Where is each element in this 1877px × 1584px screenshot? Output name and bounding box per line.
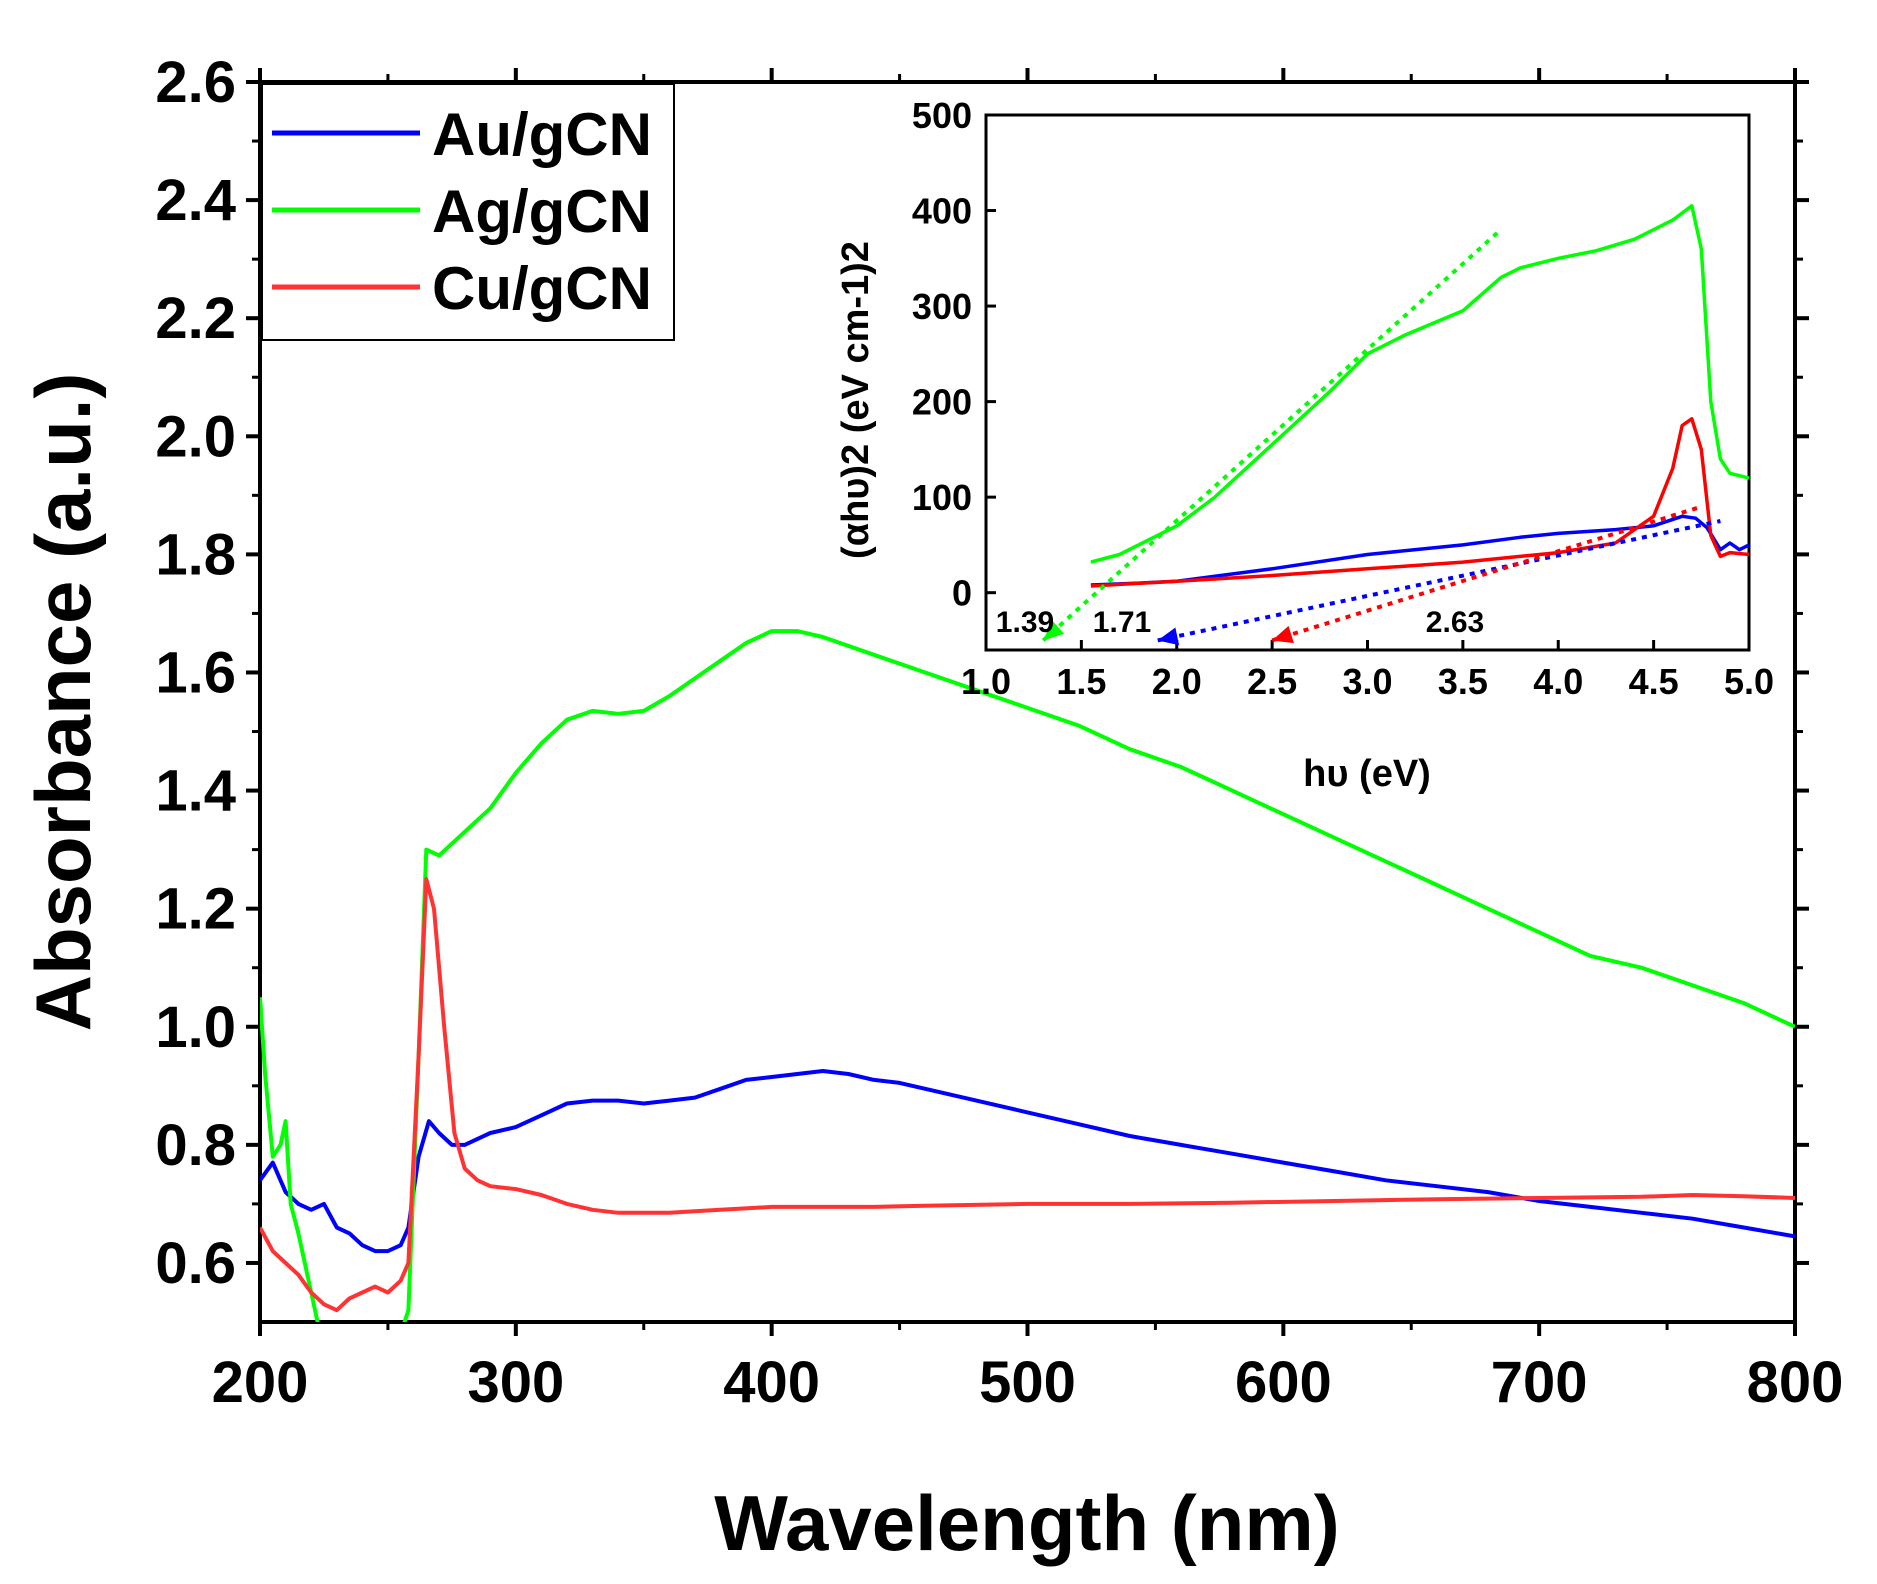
inset-y-tick-label: 400: [912, 191, 972, 232]
y-tick-label: 0.8: [155, 1113, 236, 1178]
y-tick-label: 1.2: [155, 877, 236, 942]
inset-arrowhead: [1272, 625, 1294, 644]
inset-y-tick-labels: 0 100 200 300 400 500: [912, 95, 972, 614]
inset-x-tick-label: 2.5: [1247, 661, 1297, 702]
inset-x-tick-label: 5.0: [1724, 661, 1774, 702]
inset-plot-frame: [984, 113, 1751, 652]
inset-x-tick-label: 3.5: [1438, 661, 1488, 702]
x-tick-label: 800: [1747, 1350, 1844, 1415]
inset-y-tick-label: 200: [912, 382, 972, 423]
inset-x-tick-label: 2.0: [1152, 661, 1202, 702]
y-tick-label: 1.0: [155, 995, 236, 1060]
main-series-group: [260, 629, 1795, 1322]
inset-y-tick-label: 100: [912, 477, 972, 518]
x-tick-label: 300: [467, 1350, 564, 1415]
inset-series-line: [1090, 514, 1749, 587]
main-axis-ticks: [246, 68, 1809, 1336]
y-tick-label: 2.6: [155, 50, 236, 115]
inset-annotations: 1.39 1.71 2.63: [996, 606, 1484, 639]
inset-arrowhead: [1157, 627, 1180, 646]
inset-x-tick-label: 4.0: [1533, 661, 1583, 702]
y-tick-label: 1.4: [155, 759, 236, 824]
y-tick-label: 2.4: [155, 168, 236, 233]
inset-bandgap-label: 1.71: [1093, 606, 1151, 639]
legend-label: Ag/gCN: [432, 178, 652, 245]
x-tick-label: 600: [1235, 1350, 1332, 1415]
inset-arrowhead: [1043, 620, 1065, 641]
legend: Au/gCN Ag/gCN Cu/gCN: [261, 83, 675, 341]
inset-y-axis-label: (αhυ)2 (eV cm-1)2: [835, 241, 877, 559]
main-x-tick-labels: 200 300 400 500 600 700 800: [212, 1350, 1844, 1415]
inset-fit-line: [1157, 519, 1721, 643]
inset-series-group: [1041, 204, 1749, 646]
y-tick-label: 2.0: [155, 404, 236, 469]
inset-series-line: [1090, 204, 1749, 564]
x-tick-label: 400: [723, 1350, 820, 1415]
inset-axis-ticks: [984, 113, 1751, 650]
inset-fit-line: [1041, 228, 1503, 642]
series-line-au-gcn: [260, 1069, 1795, 1254]
inset-y-tick-label: 0: [952, 573, 972, 614]
inset-x-tick-label: 4.5: [1629, 661, 1679, 702]
y-tick-label: 2.2: [155, 286, 236, 351]
y-tick-label: 1.6: [155, 640, 236, 705]
legend-label: Au/gCN: [432, 101, 652, 168]
y-tick-label: 1.8: [155, 522, 236, 587]
series-line-ag-gcn: [260, 629, 1795, 1322]
series-line-cu-gcn: [260, 877, 1795, 1313]
inset-x-tick-label: 1.0: [961, 661, 1011, 702]
inset-y-tick-label: 500: [912, 95, 972, 136]
legend-label: Cu/gCN: [432, 255, 652, 322]
inset-bandgap-label: 1.39: [996, 606, 1054, 639]
inset-x-tick-label: 3.0: [1342, 661, 1392, 702]
x-tick-label: 200: [212, 1350, 309, 1415]
inset-series-line: [1090, 417, 1749, 588]
x-tick-label: 700: [1491, 1350, 1588, 1415]
y-tick-label: 0.6: [155, 1231, 236, 1296]
inset-x-tick-labels: 1.0 1.5 2.0 2.5 3.0 3.5 4.0 4.5 5.0: [961, 661, 1774, 702]
main-chart: 200 300 400 500 600 700 800 0.6 0.8 1.0 1.2 1.4 1.6…: [19, 50, 1843, 1567]
inset-bandgap-label: 2.63: [1426, 606, 1484, 639]
inset-chart: 1.0 1.5 2.0 2.5 3.0 3.5 4.0 4.5 5.0 0 100 200 300 40…: [835, 95, 1774, 795]
main-y-axis-label: Absorbance (a.u.): [19, 373, 107, 1032]
main-y-tick-labels: 0.6 0.8 1.0 1.2 1.4 1.6 1.8 2.0 2.2 2.4 2.6: [155, 50, 236, 1296]
x-tick-label: 500: [979, 1350, 1076, 1415]
inset-x-axis-label: hυ (eV): [1303, 753, 1431, 795]
inset-fit-line: [1271, 504, 1702, 643]
inset-x-tick-label: 1.5: [1056, 661, 1106, 702]
main-x-axis-label: Wavelength (nm): [714, 1479, 1339, 1567]
inset-y-tick-label: 300: [912, 286, 972, 327]
